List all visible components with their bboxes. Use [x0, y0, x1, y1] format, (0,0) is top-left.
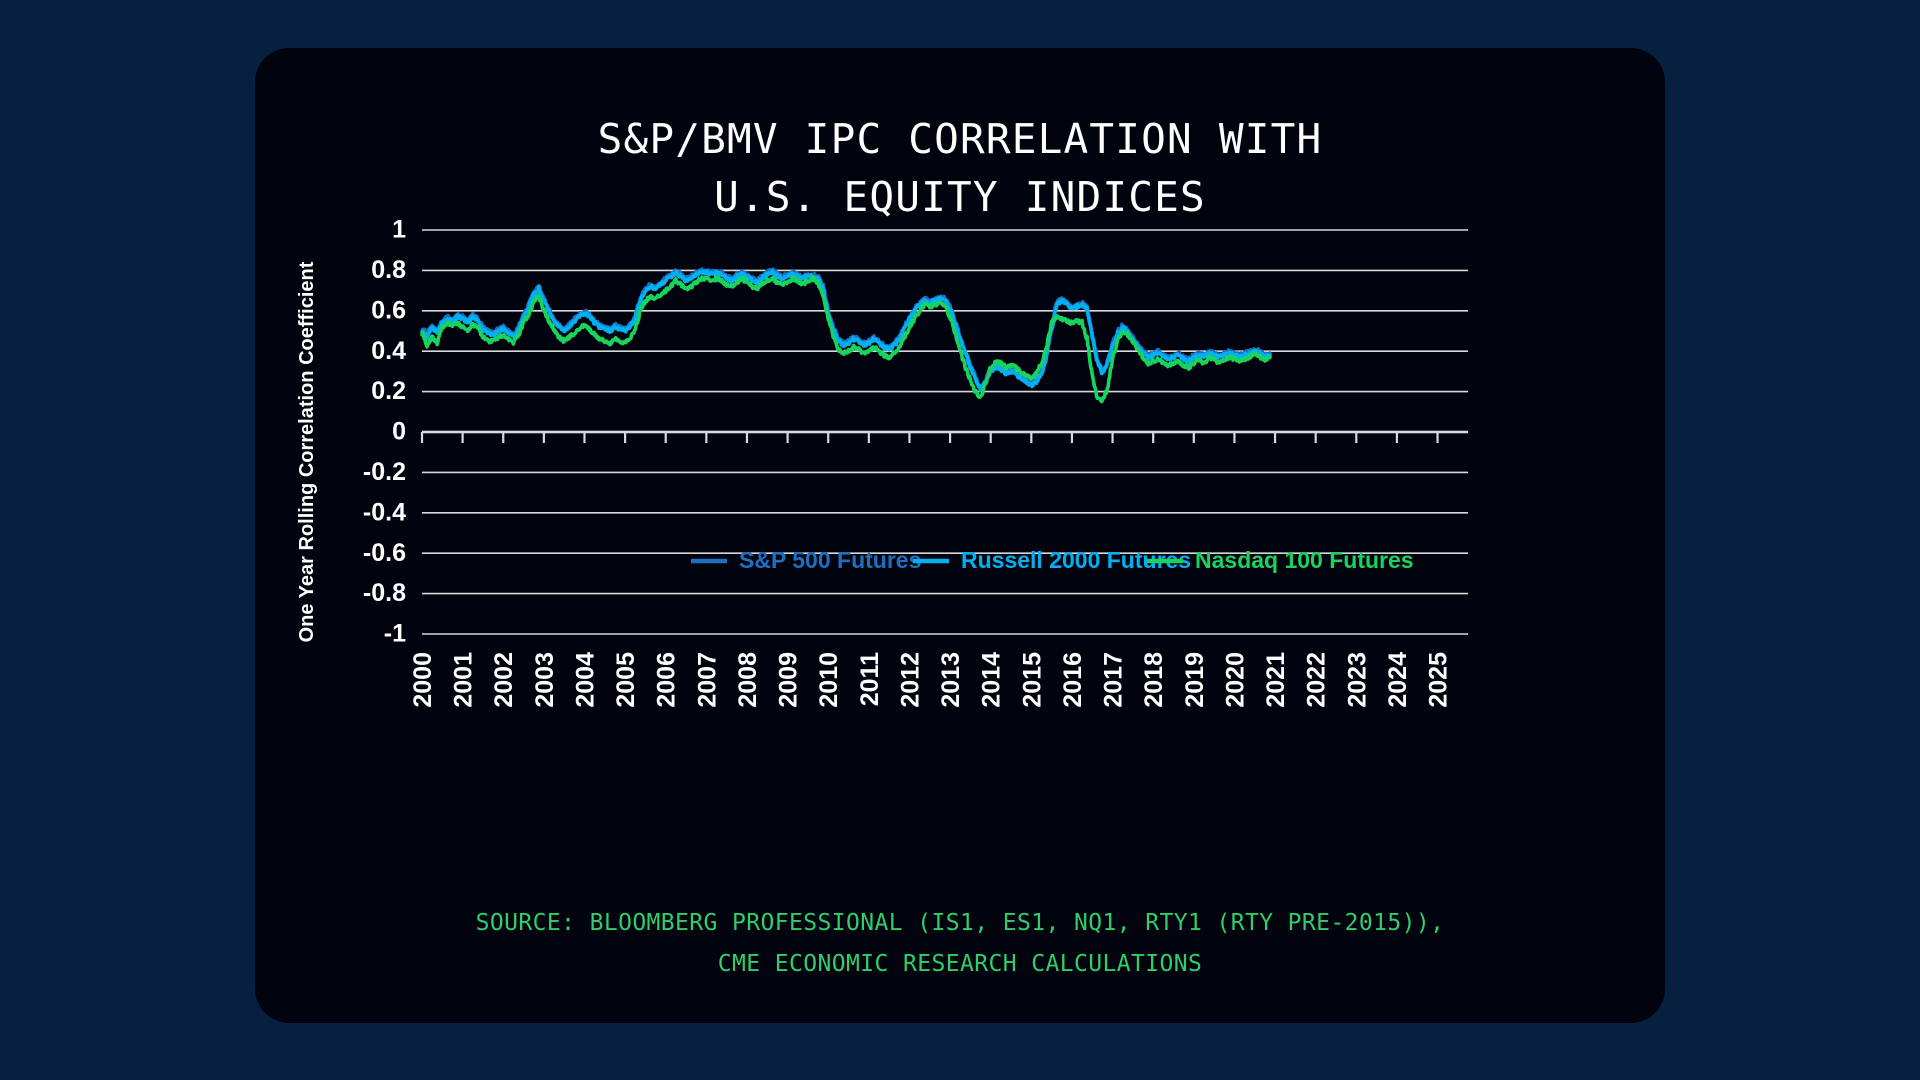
y-tick-label: -0.6	[363, 539, 406, 567]
x-tick-label: 2011	[856, 652, 884, 706]
source-caption: SOURCE: BLOOMBERG PROFESSIONAL (IS1, ES1…	[475, 910, 1445, 977]
x-tick-label: 2018	[1140, 652, 1168, 708]
x-tick-label: 2021	[1262, 652, 1290, 708]
x-tick-label: 2006	[653, 652, 681, 708]
x-tick-label: 2010	[815, 652, 843, 708]
chart-card: S&P/BMV IPC CORRELATION WITH U.S. EQUITY…	[255, 48, 1665, 1023]
x-tick-label: 2013	[937, 652, 965, 708]
x-tick-label: 2019	[1181, 652, 1209, 708]
y-tick-label: 0.6	[371, 296, 406, 324]
x-tick-label: 2009	[775, 652, 803, 708]
correlation-line-chart: 1 0.8 0.6 0.4 0.2 0 -0.2 -0.4 -0.6 -0.8 -1 One Year…	[296, 216, 1468, 708]
x-tick-label: 2005	[612, 652, 640, 708]
series-group	[420, 267, 1272, 404]
series-line-s-p-500-futures	[420, 267, 1272, 390]
page-title: S&P/BMV IPC CORRELATION WITH U.S. EQUITY…	[597, 115, 1323, 221]
x-tick-label: 2004	[571, 652, 599, 708]
series-line-nasdaq-100-futures	[420, 275, 1272, 404]
x-tick-label: 2023	[1343, 652, 1371, 708]
y-tick-label: -1	[384, 620, 406, 648]
x-tick-label: 2022	[1303, 652, 1331, 708]
legend-label: S&P 500 Futures	[739, 547, 921, 573]
x-tick-label: 2003	[531, 652, 559, 708]
x-tick-label: 2014	[978, 652, 1006, 708]
x-tick-label: 2015	[1018, 652, 1046, 708]
series-line-russell-2000-futures	[420, 269, 1272, 393]
y-tick-label: -0.8	[363, 579, 406, 607]
x-tick-label: 2002	[490, 652, 518, 708]
x-tick-label: 2024	[1384, 652, 1412, 708]
y-axis-ticks: 1 0.8 0.6 0.4 0.2 0 -0.2 -0.4 -0.6 -0.8 -1	[363, 216, 406, 648]
y-tick-label: -0.2	[363, 458, 406, 486]
x-tick-label: 2008	[734, 652, 762, 708]
x-axis-ticks: 2000 2001 2002 2003 2004 2005 2006 2007 2008 2009…	[409, 432, 1453, 708]
legend-label: Nasdaq 100 Futures	[1195, 547, 1414, 573]
y-tick-label: 0.2	[371, 377, 406, 405]
y-tick-label: 0	[392, 418, 406, 446]
chart-plot-area: 1 0.8 0.6 0.4 0.2 0 -0.2 -0.4 -0.6 -0.8 -1 One Year…	[255, 48, 1665, 1023]
x-tick-label: 2020	[1221, 652, 1249, 708]
x-tick-label: 2007	[693, 652, 721, 708]
y-tick-label: 1	[392, 216, 406, 244]
x-tick-label: 2025	[1425, 652, 1453, 708]
y-tick-label: 0.8	[371, 256, 406, 284]
x-tick-label: 2012	[896, 652, 924, 708]
x-tick-label: 2016	[1059, 652, 1087, 708]
chart-legend: S&P 500 Futures Russell 2000 Futures Nasda…	[691, 547, 1414, 573]
x-tick-label: 2000	[409, 652, 437, 708]
y-tick-label: 0.4	[371, 337, 406, 365]
x-tick-label: 2017	[1100, 652, 1128, 708]
x-tick-label: 2001	[450, 652, 478, 708]
y-axis-title: One Year Rolling Correlation Coefficient	[296, 261, 318, 642]
y-tick-label: -0.4	[363, 498, 406, 526]
